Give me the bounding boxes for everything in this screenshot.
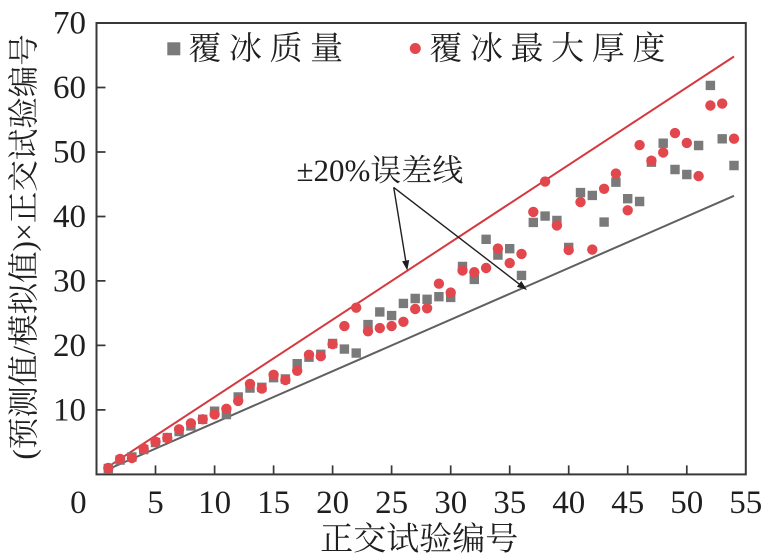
svg-text:30: 30 bbox=[53, 264, 86, 300]
svg-text:0: 0 bbox=[70, 485, 87, 521]
svg-text:50: 50 bbox=[670, 485, 703, 521]
svg-text:40: 40 bbox=[53, 199, 86, 235]
svg-text:40: 40 bbox=[552, 485, 585, 521]
svg-text:25: 25 bbox=[375, 485, 408, 521]
svg-text:10: 10 bbox=[198, 485, 231, 521]
svg-text:15: 15 bbox=[257, 485, 290, 521]
svg-text:30: 30 bbox=[434, 485, 467, 521]
svg-text:35: 35 bbox=[493, 485, 526, 521]
svg-text:20: 20 bbox=[316, 485, 349, 521]
svg-text:50: 50 bbox=[53, 135, 86, 171]
svg-text:45: 45 bbox=[611, 485, 644, 521]
svg-text:60: 60 bbox=[53, 70, 86, 106]
svg-text:5: 5 bbox=[147, 485, 164, 521]
svg-text:70: 70 bbox=[53, 6, 86, 42]
svg-text:10: 10 bbox=[53, 393, 86, 429]
svg-text:55: 55 bbox=[729, 485, 762, 521]
svg-text:20: 20 bbox=[53, 328, 86, 364]
